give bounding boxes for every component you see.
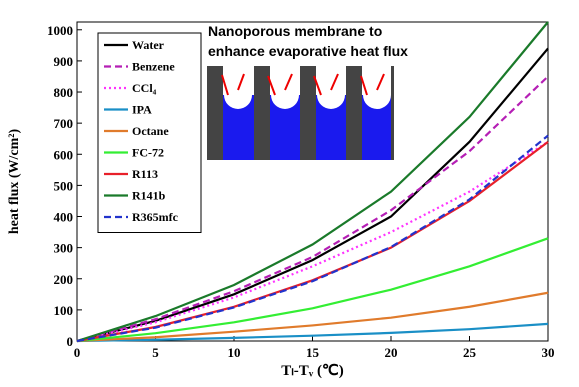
y-tick-label: 700 — [54, 116, 74, 131]
y-tick-label: 800 — [54, 85, 74, 100]
annotation: Nanoporous membrane to — [208, 23, 382, 39]
x-tick-label: 15 — [306, 345, 320, 360]
x-tick-label: 10 — [228, 345, 241, 360]
legend-label: R365mfc — [132, 210, 179, 224]
legend-label: Octane — [132, 124, 169, 138]
annotation: enhance evaporative heat flux — [208, 43, 408, 59]
series-line — [76, 21, 549, 343]
y-tick-label: 300 — [54, 241, 74, 256]
y-axis-label: heat flux (W/cm²) — [7, 129, 22, 235]
x-tick-label: 30 — [542, 345, 555, 360]
y-tick-label: 400 — [54, 210, 74, 225]
y-tick-label: 200 — [54, 272, 74, 287]
y-tick-label: 900 — [54, 54, 74, 69]
legend-label: FC-72 — [132, 146, 164, 160]
series-line — [76, 47, 549, 343]
y-tick-label: 0 — [67, 334, 74, 349]
legend-label: R141b — [132, 189, 166, 203]
series-line — [76, 322, 549, 343]
series-line — [76, 75, 549, 343]
legend-label: Benzene — [132, 60, 175, 74]
x-tick-label: 20 — [385, 345, 398, 360]
y-tick-label: 100 — [54, 303, 74, 318]
y-tick-label: 600 — [54, 147, 74, 162]
inset — [207, 66, 394, 160]
x-axis-label: Tₗ-Tᵥ (℃) — [281, 363, 344, 379]
series-line — [76, 134, 549, 343]
x-tick-label: 0 — [74, 345, 81, 360]
series-line — [76, 237, 549, 343]
x-tick-label: 25 — [463, 345, 477, 360]
series-line — [76, 291, 549, 343]
legend-label: IPA — [132, 103, 152, 117]
y-tick-label: 1000 — [47, 23, 73, 38]
series-line — [76, 140, 549, 343]
x-tick-label: 5 — [152, 345, 159, 360]
legend-label: R113 — [132, 167, 158, 181]
legend-label: Water — [132, 38, 165, 52]
y-tick-label: 500 — [54, 178, 74, 193]
legend-label: CCl₄ — [132, 81, 157, 95]
